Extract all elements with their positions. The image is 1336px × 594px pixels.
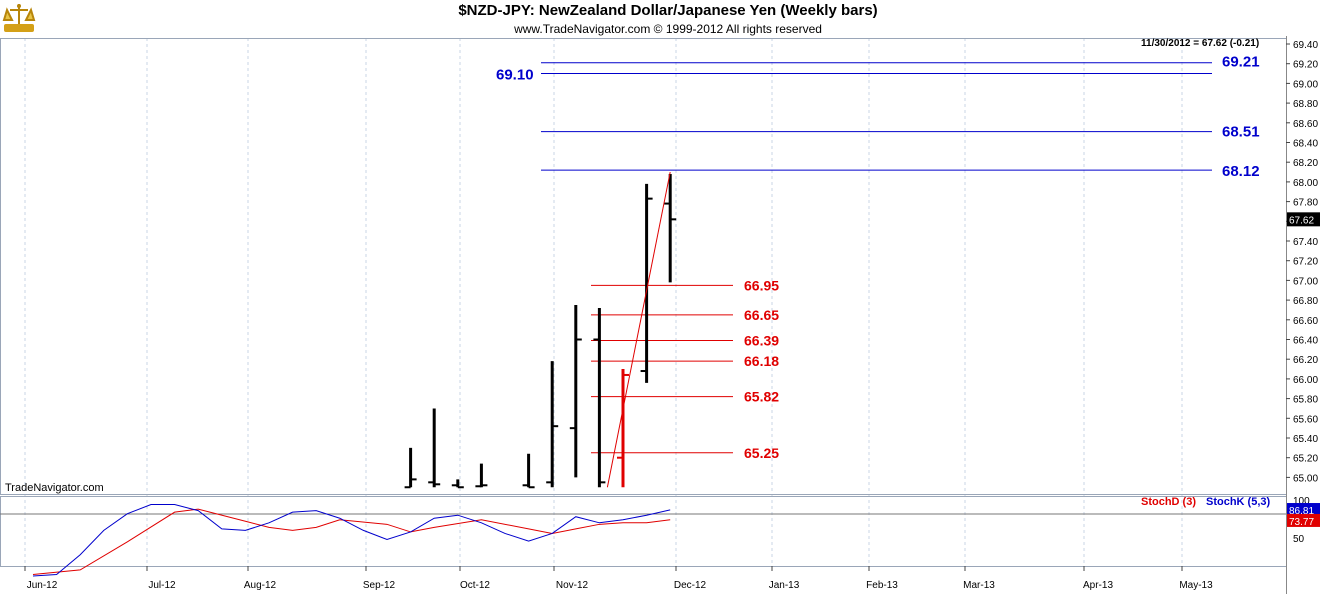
stochastic-lines bbox=[32, 504, 671, 577]
x-tick-label: Oct-12 bbox=[460, 580, 490, 591]
ohlc-bar bbox=[522, 453, 535, 489]
y-tick-label: 65.40 bbox=[1293, 434, 1318, 445]
stoch-tick-label: 50 bbox=[1293, 534, 1305, 545]
stoch-k-value-label: 86.81 bbox=[1289, 506, 1314, 517]
y-tick-label: 68.40 bbox=[1293, 139, 1318, 150]
x-tick-label: Nov-12 bbox=[556, 580, 589, 591]
y-tick-label: 67.00 bbox=[1293, 276, 1318, 287]
last-price-box bbox=[1287, 212, 1320, 227]
stoch-tick-label: 100 bbox=[1293, 496, 1310, 507]
y-tick-label: 66.60 bbox=[1293, 316, 1318, 327]
y-tick-label: 69.20 bbox=[1293, 60, 1318, 71]
y-tick-label: 65.80 bbox=[1293, 395, 1318, 406]
axis-background bbox=[1286, 36, 1336, 594]
trend-line bbox=[606, 171, 671, 488]
y-tick-label: 68.00 bbox=[1293, 178, 1318, 189]
blue-level-label: 69.21 bbox=[1222, 54, 1260, 71]
red-level-label: 65.25 bbox=[744, 445, 779, 461]
y-tick-label: 68.80 bbox=[1293, 99, 1318, 110]
x-tick-label: Apr-13 bbox=[1083, 580, 1113, 591]
stoch-k-legend: StochK (5,3) bbox=[1206, 496, 1271, 508]
stoch-d-value-box bbox=[1287, 513, 1320, 527]
blue-level-label: 68.12 bbox=[1222, 163, 1260, 180]
ohlc-bar bbox=[593, 307, 606, 488]
y-axis: 69.40 69.20 69.00 68.80 68.60 68.40 68.20 68.00… bbox=[1286, 40, 1320, 545]
x-tick-label: Sep-12 bbox=[363, 580, 396, 591]
y-tick-label: 69.00 bbox=[1293, 79, 1318, 90]
red-level-label: 66.18 bbox=[744, 353, 779, 369]
y-tick-label: 66.80 bbox=[1293, 296, 1318, 307]
y-tick-label: 67.20 bbox=[1293, 257, 1318, 268]
y-tick-label: 69.40 bbox=[1293, 40, 1318, 51]
stoch-panel-frame bbox=[0, 496, 1287, 567]
stoch-k-value-box bbox=[1287, 503, 1320, 517]
x-axis: Jun-12 Jul-12 Aug-12 Sep-12 Oct-12 Nov-12 Dec-… bbox=[24, 566, 1213, 591]
y-tick-label: 67.40 bbox=[1293, 237, 1318, 248]
ohlc-bar bbox=[404, 447, 417, 489]
stoch-line bbox=[32, 504, 671, 577]
stoch-d-legend: StochD (3) bbox=[1141, 496, 1196, 508]
ohlc-bar bbox=[546, 361, 559, 488]
fib-levels: 69.21 69.10 68.51 68.12 66.95 66.65 66.39 66.18… bbox=[496, 54, 1260, 461]
stoch-d-value-label: 73.77 bbox=[1289, 517, 1314, 528]
y-tick-label: 65.20 bbox=[1293, 454, 1318, 465]
tradenavigator-logo-icon bbox=[2, 4, 36, 32]
y-tick-label: 68.60 bbox=[1293, 119, 1318, 130]
x-tick-label: Jun-12 bbox=[27, 580, 58, 591]
x-tick-label: Dec-12 bbox=[674, 580, 707, 591]
last-price-label: 67.62 bbox=[1289, 215, 1314, 226]
chart-copyright: www.TradeNavigator.com © 1999-2012 All r… bbox=[514, 22, 822, 36]
grid-lines bbox=[24, 38, 1183, 566]
blue-level-label: 68.51 bbox=[1222, 124, 1260, 141]
stoch-line bbox=[32, 508, 671, 575]
red-level-label: 66.65 bbox=[744, 307, 779, 323]
x-tick-label: Feb-13 bbox=[866, 580, 898, 591]
watermark-text: TradeNavigator.com bbox=[5, 482, 104, 494]
ohlc-bar bbox=[451, 479, 464, 489]
ohlc-bar bbox=[475, 463, 488, 488]
chart-title: $NZD-JPY: NewZealand Dollar/Japanese Yen… bbox=[458, 2, 878, 19]
red-level-label: 65.82 bbox=[744, 389, 779, 405]
x-tick-label: May-13 bbox=[1179, 580, 1213, 591]
panel-frames bbox=[0, 36, 1336, 594]
blue-level-label: 69.10 bbox=[496, 67, 534, 84]
price-bars bbox=[404, 171, 677, 489]
x-tick-label: Mar-13 bbox=[963, 580, 995, 591]
y-tick-label: 65.00 bbox=[1293, 473, 1318, 484]
last-quote-label: 11/30/2012 = 67.62 (-0.21) bbox=[1141, 38, 1259, 49]
x-tick-label: Aug-12 bbox=[244, 580, 277, 591]
ohlc-bar bbox=[640, 183, 653, 383]
x-tick-label: Jan-13 bbox=[769, 580, 800, 591]
y-tick-label: 67.80 bbox=[1293, 198, 1318, 209]
red-level-label: 66.95 bbox=[744, 277, 779, 293]
red-level-label: 66.39 bbox=[744, 332, 779, 348]
y-tick-label: 66.20 bbox=[1293, 355, 1318, 366]
ohlc-bar bbox=[428, 408, 441, 488]
ohlc-bar bbox=[569, 305, 582, 478]
ohlc-bar bbox=[664, 174, 677, 283]
x-tick-label: Jul-12 bbox=[148, 580, 176, 591]
y-tick-label: 68.20 bbox=[1293, 158, 1318, 169]
y-tick-label: 66.40 bbox=[1293, 336, 1318, 347]
y-tick-label: 66.00 bbox=[1293, 375, 1318, 386]
y-tick-label: 65.60 bbox=[1293, 414, 1318, 425]
price-panel-frame bbox=[0, 38, 1287, 495]
ohlc-bar bbox=[617, 369, 629, 488]
